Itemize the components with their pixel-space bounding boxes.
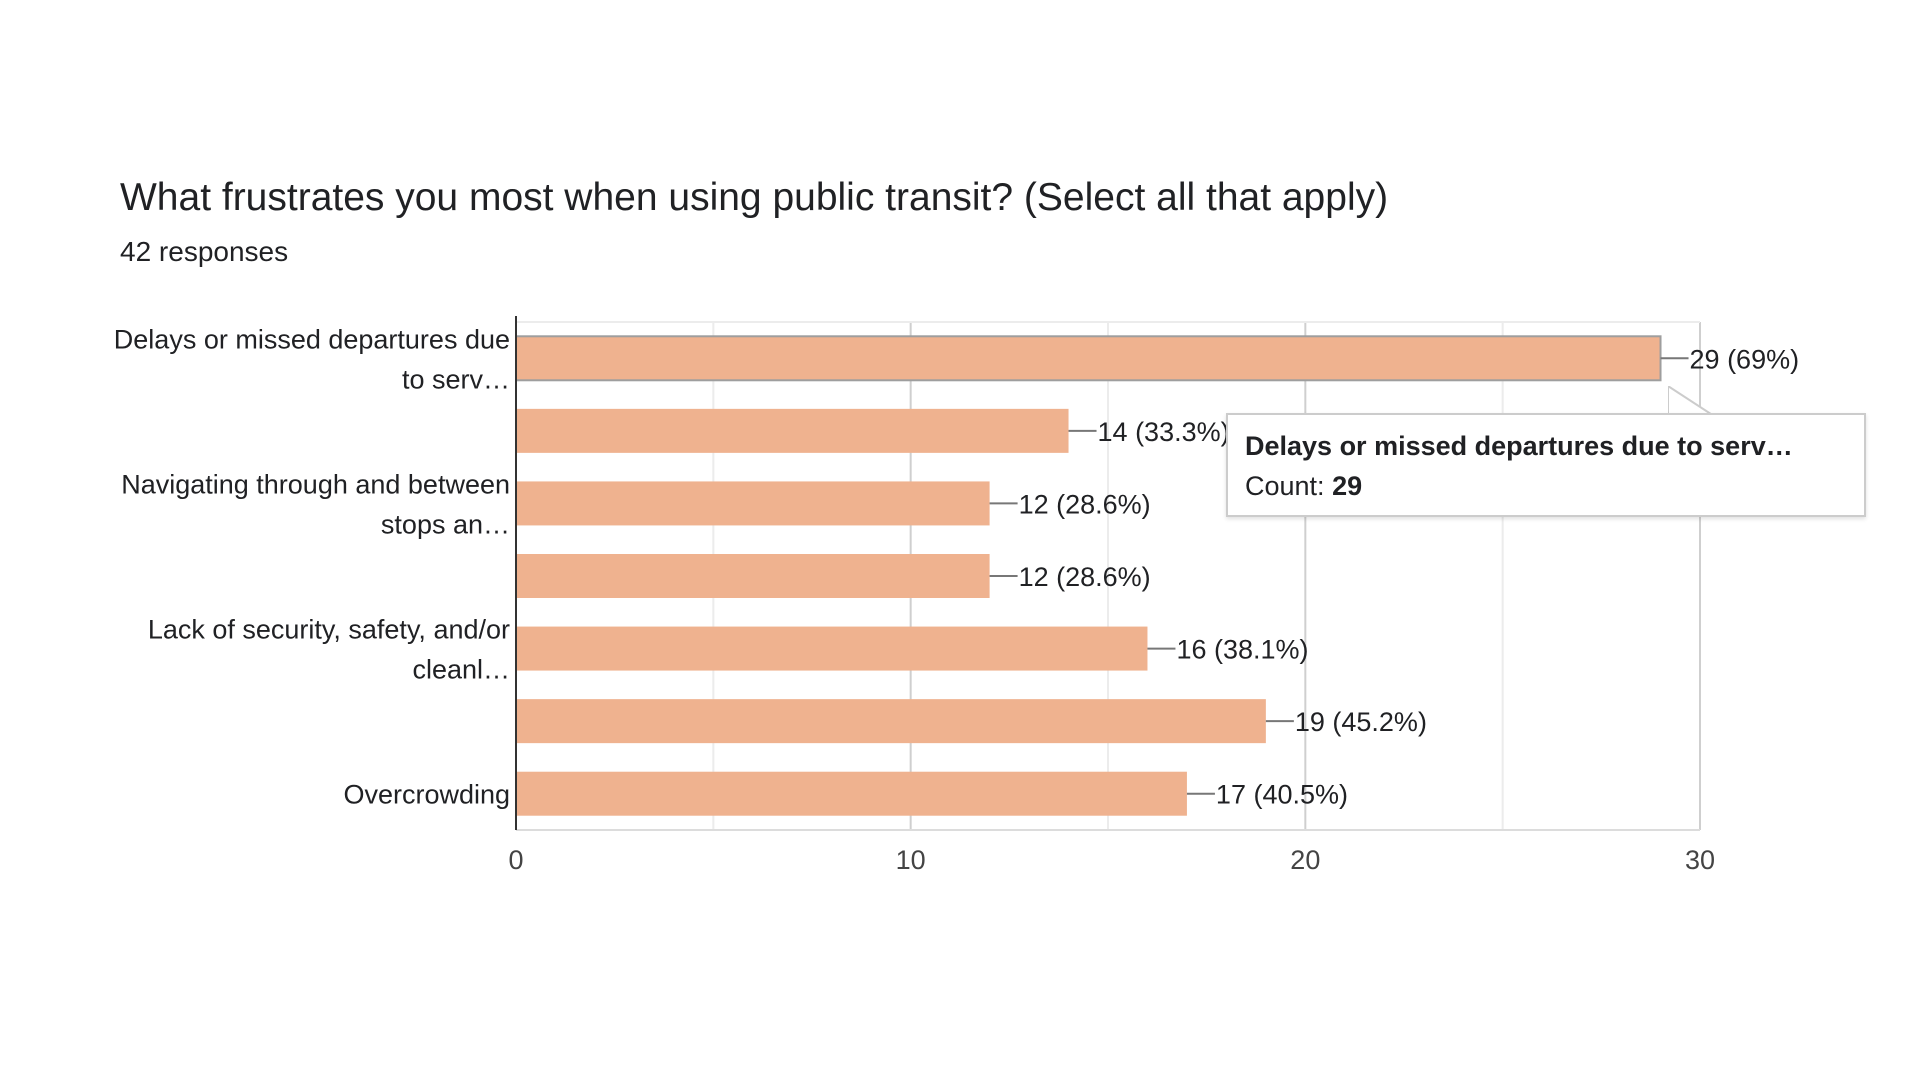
labels: 29 (69%) Delays or missed departures due t…: [114, 324, 1799, 809]
category-label-line: Overcrowding: [343, 780, 510, 810]
bar[interactable]: [515, 335, 1662, 382]
category-label: Delays or missed departures due to serv…: [114, 324, 510, 394]
chart-title: What frustrates you most when using publ…: [120, 176, 1389, 219]
gridlines: [515, 321, 1701, 831]
category-label: Overcrowding: [343, 780, 510, 810]
data-label: 12 (28.6%): [1019, 489, 1151, 519]
data-label: 16 (38.1%): [1176, 635, 1308, 665]
data-label: 29 (69%): [1690, 344, 1800, 374]
axes: 0 10 20 30: [508, 316, 1715, 875]
bar[interactable]: [516, 554, 990, 598]
bars: [515, 335, 1662, 816]
data-label: 12 (28.6%): [1019, 562, 1151, 592]
x-tick-label: 30: [1685, 845, 1715, 875]
bar[interactable]: [516, 699, 1266, 744]
bar[interactable]: [516, 408, 1069, 453]
category-label: Navigating through and between stops an…: [121, 469, 510, 539]
tooltip-count-label: Count:: [1245, 471, 1325, 501]
tooltip: Delays or missed departures due to serv……: [1226, 413, 1866, 517]
category-label-line: Navigating through and between: [121, 469, 510, 499]
category-label-line: stops an…: [381, 509, 510, 539]
category-label-line: Delays or missed departures due: [114, 324, 510, 354]
bar[interactable]: [516, 481, 990, 526]
category-label-line: Lack of security, safety, and/or: [148, 615, 510, 645]
x-tick-label: 20: [1290, 845, 1320, 875]
tooltip-count-value: 29: [1332, 471, 1363, 501]
data-label: 17 (40.5%): [1216, 780, 1348, 810]
response-count: 42 responses: [120, 236, 289, 267]
data-label: 14 (33.3%): [1098, 417, 1230, 447]
bar[interactable]: [516, 626, 1148, 671]
tooltip-title: Delays or missed departures due to serv…: [1245, 431, 1793, 461]
category-label-line: cleanl…: [412, 655, 510, 685]
x-tick-label: 0: [508, 845, 523, 875]
data-label: 19 (45.2%): [1295, 707, 1427, 737]
category-label: Lack of security, safety, and/or cleanl…: [148, 615, 510, 685]
category-label-line: to serv…: [402, 364, 510, 394]
x-tick-label: 10: [896, 845, 926, 875]
tooltip-count-row: Count: 29: [1245, 471, 1864, 502]
bar[interactable]: [516, 771, 1187, 816]
